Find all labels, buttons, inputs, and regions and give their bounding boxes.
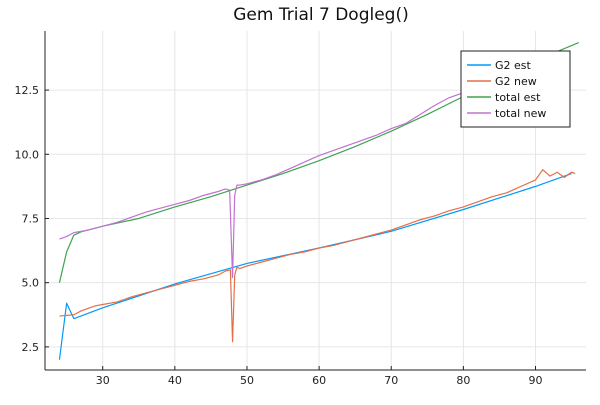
- y-tick-label: 10.0: [15, 148, 40, 161]
- legend-label: total est: [495, 91, 541, 104]
- series-line-g2-new: [59, 169, 576, 343]
- legend-label: total new: [495, 107, 546, 120]
- axes: 30 40 50 60 70 80 90 2.5 5.0 7.5 10.0 12.5: [15, 31, 586, 387]
- x-tick-label: 70: [384, 374, 398, 387]
- x-tick-label: 40: [168, 374, 182, 387]
- series-line-total-new: [59, 92, 464, 279]
- y-tick-label: 5.0: [22, 277, 40, 290]
- y-tick-label: 7.5: [22, 212, 40, 225]
- x-tick-label: 90: [529, 374, 543, 387]
- legend-box: [460, 50, 571, 128]
- legend: G2 est G2 new total est total new: [460, 50, 571, 128]
- series-line-g2-est: [58, 172, 572, 360]
- legend-label: G2 est: [495, 59, 532, 72]
- x-tick-label: 30: [96, 374, 110, 387]
- y-tick-label: 12.5: [15, 84, 40, 97]
- chart-title: Gem Trial 7 Dogleg(): [233, 5, 408, 25]
- x-tick-label: 60: [312, 374, 326, 387]
- x-tick-label: 50: [240, 374, 254, 387]
- grid: [45, 31, 586, 370]
- legend-label: G2 new: [495, 75, 537, 88]
- y-tick-label: 2.5: [22, 341, 40, 354]
- x-tick-label: 80: [456, 374, 470, 387]
